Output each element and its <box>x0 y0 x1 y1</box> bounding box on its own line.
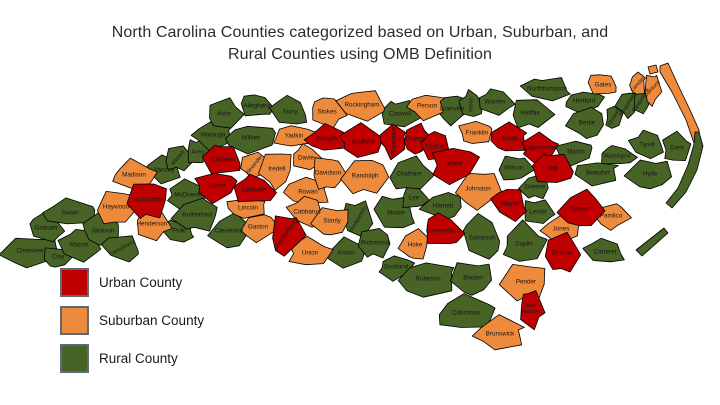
county-ashe <box>209 97 245 129</box>
county-halifax <box>512 99 556 129</box>
county-mecklenburg <box>272 215 307 257</box>
urban-label: Urban County <box>99 275 183 290</box>
county-sampson <box>462 212 501 260</box>
county-swain <box>42 197 96 225</box>
county-union <box>288 235 334 266</box>
county-wilkes <box>225 125 276 155</box>
county-iredell <box>258 153 292 191</box>
currituck-outer-banks <box>659 62 701 144</box>
county-richmond <box>357 227 391 259</box>
county-robeson <box>397 262 455 298</box>
county-stanly <box>310 207 349 236</box>
county-bladen <box>449 262 493 296</box>
legend: Urban County Suburban County Rural Count… <box>60 268 204 382</box>
county-craven <box>556 188 606 227</box>
county-harnett <box>418 192 462 222</box>
county-warren <box>478 88 516 116</box>
county-dare <box>662 130 692 162</box>
county-randolph <box>340 159 390 195</box>
county-new-hanover <box>520 290 546 331</box>
county-hoke <box>397 228 428 260</box>
county-catawba <box>233 173 278 203</box>
county-tyrell <box>628 129 664 160</box>
county-burke <box>194 172 238 204</box>
county-vance <box>458 89 483 117</box>
county-chatham <box>389 155 435 192</box>
county-pitt <box>532 153 574 183</box>
legend-item-suburban: Suburban County <box>60 306 204 335</box>
county-transylvania <box>100 235 139 263</box>
county-davidson <box>313 157 347 190</box>
county-rockingham <box>335 90 386 122</box>
county-wake <box>431 147 481 186</box>
county-chowan <box>605 105 624 129</box>
rural-label: Rural County <box>99 351 178 366</box>
county-onslow <box>544 231 582 273</box>
suburban-swatch <box>60 306 89 335</box>
county-alleghany <box>240 94 275 117</box>
county-camden <box>629 71 646 95</box>
county-gates <box>587 74 617 95</box>
outer-banks <box>635 62 704 257</box>
county-cumberland <box>426 212 466 245</box>
county-cleveland <box>207 212 250 249</box>
currituck-islet <box>647 64 659 75</box>
county-forsyth <box>303 123 348 151</box>
county-columbus <box>438 293 496 328</box>
county-wilson <box>498 155 535 181</box>
rural-swatch <box>60 344 89 373</box>
county-currituck <box>644 74 663 107</box>
county-buncombe <box>126 183 167 219</box>
county-surry <box>269 94 308 125</box>
legend-item-rural: Rural County <box>60 344 204 373</box>
county-rutherford <box>170 197 218 232</box>
county-mitchell <box>165 145 197 172</box>
county-johnston <box>454 172 502 211</box>
urban-swatch <box>60 268 89 297</box>
county-franklin <box>458 121 493 144</box>
county-nash <box>490 121 528 152</box>
county-gaston <box>240 214 281 244</box>
county-lenoir <box>524 199 556 224</box>
county-wayne <box>490 189 528 222</box>
map-title-line1: North Carolina Counties categorized base… <box>111 24 609 41</box>
county-alamance <box>380 123 407 161</box>
core-banks <box>635 227 669 257</box>
county-caldwell <box>201 144 241 175</box>
county-stokes <box>312 97 348 129</box>
county-guilford <box>338 122 384 158</box>
county-lee <box>402 187 430 208</box>
map-title: North Carolina Counties categorized base… <box>0 22 720 66</box>
county-beaufort <box>574 162 619 187</box>
county-carteret <box>582 237 625 263</box>
county-washington <box>601 145 638 165</box>
map-title-line2: Rural Counties using OMB Definition <box>227 46 493 63</box>
suburban-label: Suburban County <box>99 313 205 328</box>
county-duplin <box>502 219 548 262</box>
dare-outer-banks <box>665 131 704 209</box>
county-bertie <box>565 106 604 139</box>
county-brunswick <box>471 314 525 351</box>
county-northhampton <box>519 77 571 102</box>
legend-item-urban: Urban County <box>60 268 204 297</box>
county-shapes <box>0 71 692 351</box>
county-person <box>406 94 446 122</box>
county-hyde <box>623 159 672 190</box>
